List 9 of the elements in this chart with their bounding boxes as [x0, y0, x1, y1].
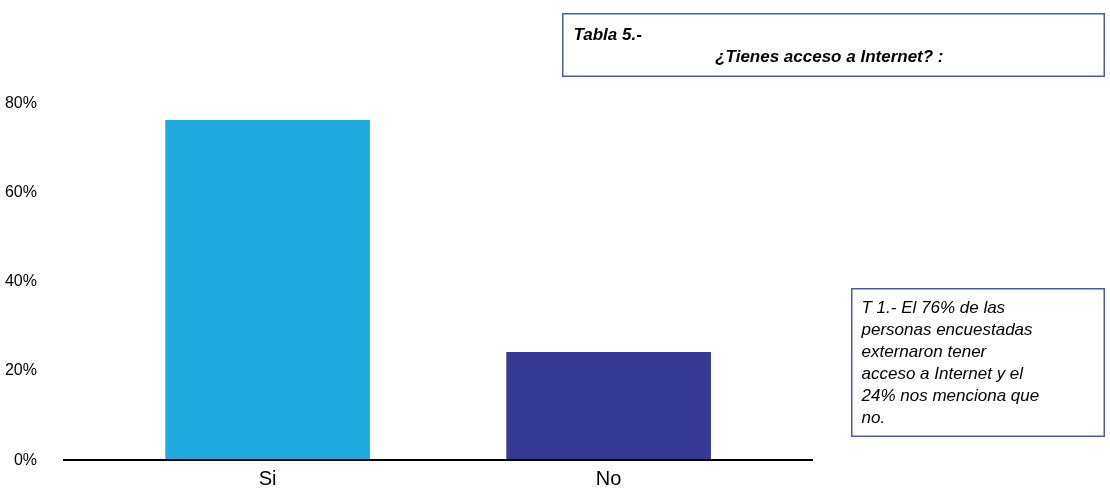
y-tick-label: 80%	[4, 93, 37, 111]
x-tick-label: No	[595, 466, 622, 489]
y-tick-label: 0%	[13, 450, 37, 468]
y-tick-label: 60%	[4, 183, 37, 200]
y-tick-label: 20%	[4, 361, 37, 379]
x-tick-label: Si	[258, 466, 277, 489]
text: T 1.- El 76% de las personas encuestadas externaron tener acceso a Internet y el 24% nos menciona que no.	[860, 297, 1040, 427]
chart-title: Tabla 5.- ¿Tienes acceso a Internet? :	[573, 24, 944, 66]
y-tick-label: 40%	[4, 272, 37, 290]
